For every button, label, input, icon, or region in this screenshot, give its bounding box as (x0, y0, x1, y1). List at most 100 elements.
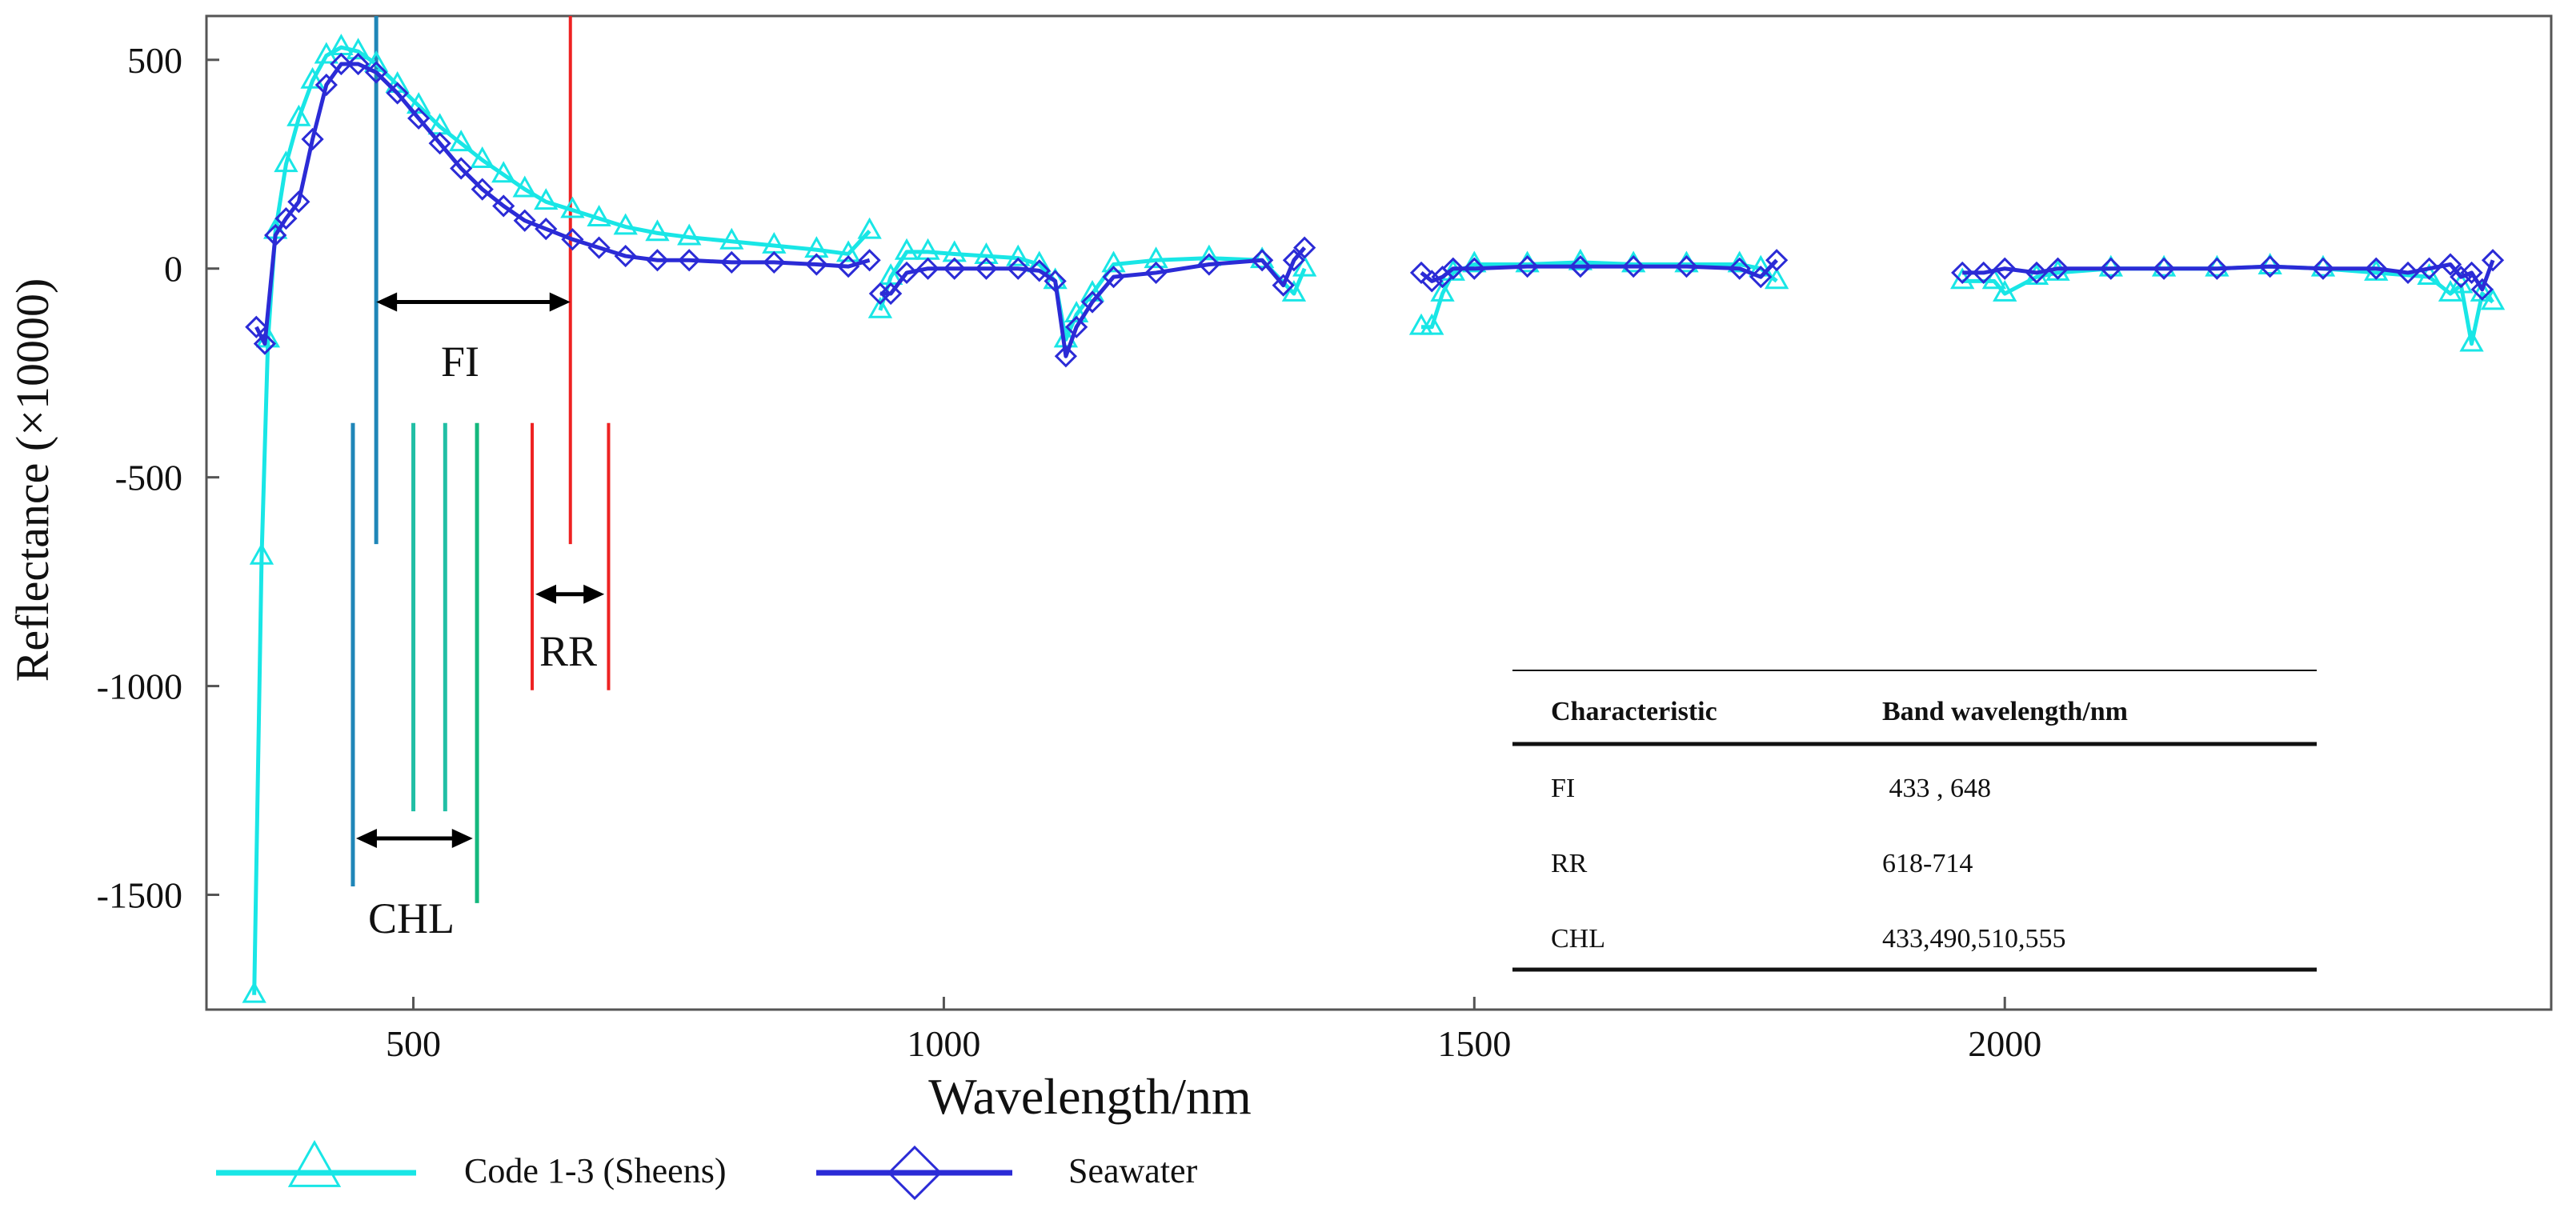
data-point-seawater (2152, 257, 2176, 280)
data-point-seawater (287, 190, 310, 214)
data-point-seawater (2258, 254, 2282, 278)
data-point-sheens (286, 104, 311, 126)
data-point-sheens (2459, 330, 2484, 352)
data-point-seawater (492, 194, 515, 218)
band-wavelength-table: Characteristic Band wavelength/nm FI 433… (1504, 662, 2325, 976)
data-point-seawater (245, 315, 268, 338)
data-point-sheens (587, 205, 611, 226)
data-point-sheens (274, 150, 298, 173)
data-point-seawater (513, 209, 536, 232)
data-point-seawater (1972, 261, 1995, 285)
y-tick-label: 500 (127, 40, 182, 81)
data-point-sheens (249, 542, 274, 565)
legend-label-sheens: Code 1-3 (Sheens) (464, 1151, 727, 1190)
data-point-sheens (491, 161, 516, 183)
chl-arrow-head-right (451, 829, 473, 849)
data-point-seawater (1951, 261, 1974, 285)
data-point-sheens (2310, 254, 2336, 277)
y-tick-label: -1500 (97, 874, 182, 915)
data-point-seawater (1622, 254, 1645, 278)
y-tick-label: -1000 (97, 666, 182, 707)
data-point-seawater (450, 157, 473, 180)
data-point-seawater (1993, 257, 2017, 280)
data-point-seawater (347, 52, 370, 76)
data-point-sheens (560, 196, 585, 218)
data-point-seawater (720, 250, 743, 274)
series-line (879, 246, 1307, 358)
data-point-sheens (1462, 250, 1487, 273)
data-point-seawater (2205, 257, 2229, 280)
data-point-sheens (1144, 246, 1168, 269)
x-tick-label: 1000 (907, 1023, 980, 1064)
data-point-seawater (858, 249, 881, 272)
data-point-seawater (678, 249, 701, 272)
data-point-seawater (561, 228, 584, 251)
x-axis-title: Wavelength/nm (928, 1068, 1252, 1125)
data-point-seawater (314, 73, 338, 97)
data-point-seawater (836, 254, 860, 278)
data-point-seawater (2365, 257, 2388, 280)
data-point-sheens (242, 981, 266, 1003)
data-point-sheens (300, 66, 325, 89)
data-point-seawater (2460, 261, 2483, 285)
data-point-seawater (253, 332, 277, 355)
data-point-sheens (406, 92, 431, 114)
data-point-seawater (1080, 290, 1104, 314)
data-point-seawater (1054, 345, 1078, 368)
y-tick-label: -500 (115, 458, 182, 498)
data-point-sheens (1292, 254, 1317, 277)
fi-arrow (376, 292, 571, 312)
data-point-seawater (264, 223, 287, 247)
data-point-seawater (1749, 266, 1773, 289)
series-line (1420, 258, 1778, 283)
data-point-seawater (763, 250, 786, 274)
data-point-sheens (2098, 254, 2123, 277)
series-line (252, 45, 871, 995)
data-point-seawater (1293, 236, 1316, 259)
data-point-seawater (2025, 261, 2049, 285)
data-point-sheens (1765, 267, 1789, 290)
table-cell-chl-bands: 433,490,510,555 (1882, 924, 2066, 954)
data-point-seawater (2311, 257, 2335, 280)
annotations (351, 16, 611, 903)
data-point-seawater (471, 178, 494, 201)
data-point-sheens (1420, 313, 1444, 335)
data-point-seawater (1463, 257, 1486, 280)
data-point-sheens (1981, 267, 2007, 290)
data-point-sheens (2258, 253, 2282, 275)
data-point-seawater (1197, 253, 1220, 276)
data-point-sheens (1281, 279, 1307, 302)
data-point-seawater (428, 132, 451, 155)
table-header-characteristic: Characteristic (1551, 697, 1717, 726)
data-point-seawater (895, 261, 919, 285)
data-point-seawater (868, 282, 891, 306)
legend-symbol-seawater (816, 1145, 1012, 1201)
data-point-sheens (1249, 246, 1275, 269)
x-tick-label: 1500 (1437, 1023, 1511, 1064)
data-point-sheens (2480, 288, 2506, 310)
table-cell-rr-bands: 618-714 (1882, 849, 1973, 878)
data-point-seawater (1144, 261, 1168, 285)
data-point-sheens (1568, 248, 1593, 270)
data-point-seawater (1044, 270, 1067, 293)
data-point-seawater (879, 282, 903, 306)
data-point-sheens (449, 130, 474, 152)
series-line (1962, 259, 2495, 292)
data-point-sheens (1006, 244, 1031, 266)
data-point-sheens (470, 146, 495, 168)
legend-symbol-sheens (216, 1139, 416, 1187)
series (242, 34, 2506, 1003)
rr-arrow-head-left (535, 584, 556, 604)
x-tick-label: 500 (386, 1023, 441, 1064)
data-point-seawater (1441, 257, 1464, 280)
series-line (254, 62, 871, 346)
data-point-sheens (1993, 279, 2017, 302)
legend-marker-seawater (887, 1145, 943, 1201)
data-point-seawater (2450, 266, 2473, 289)
data-point-seawater (330, 52, 353, 76)
data-point-seawater (2438, 253, 2462, 276)
data-point-seawater (2046, 257, 2069, 280)
data-point-sheens (645, 219, 670, 242)
data-point-sheens (857, 217, 882, 239)
